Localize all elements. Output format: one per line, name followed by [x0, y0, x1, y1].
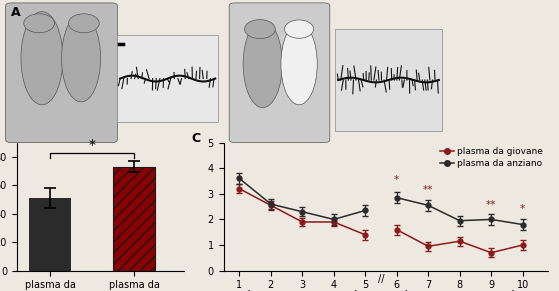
Bar — [113, 167, 155, 271]
Text: **: ** — [423, 185, 433, 195]
Ellipse shape — [281, 23, 318, 105]
FancyBboxPatch shape — [6, 3, 117, 143]
Text: *: * — [520, 204, 525, 214]
Ellipse shape — [285, 20, 314, 38]
Ellipse shape — [243, 20, 282, 108]
FancyBboxPatch shape — [117, 35, 218, 122]
Bar — [29, 198, 71, 271]
Ellipse shape — [61, 15, 101, 102]
Ellipse shape — [23, 14, 55, 33]
Text: **: ** — [486, 200, 496, 210]
Text: C: C — [191, 132, 200, 145]
Ellipse shape — [21, 12, 63, 105]
Text: *: * — [394, 175, 399, 185]
Text: A: A — [11, 6, 21, 19]
Ellipse shape — [245, 20, 275, 38]
FancyBboxPatch shape — [229, 3, 330, 143]
Text: //: // — [378, 274, 384, 284]
Legend: plasma da giovane, plasma da anziano: plasma da giovane, plasma da anziano — [440, 147, 543, 168]
Ellipse shape — [68, 14, 100, 33]
FancyBboxPatch shape — [335, 29, 442, 131]
Text: *: * — [89, 138, 96, 152]
